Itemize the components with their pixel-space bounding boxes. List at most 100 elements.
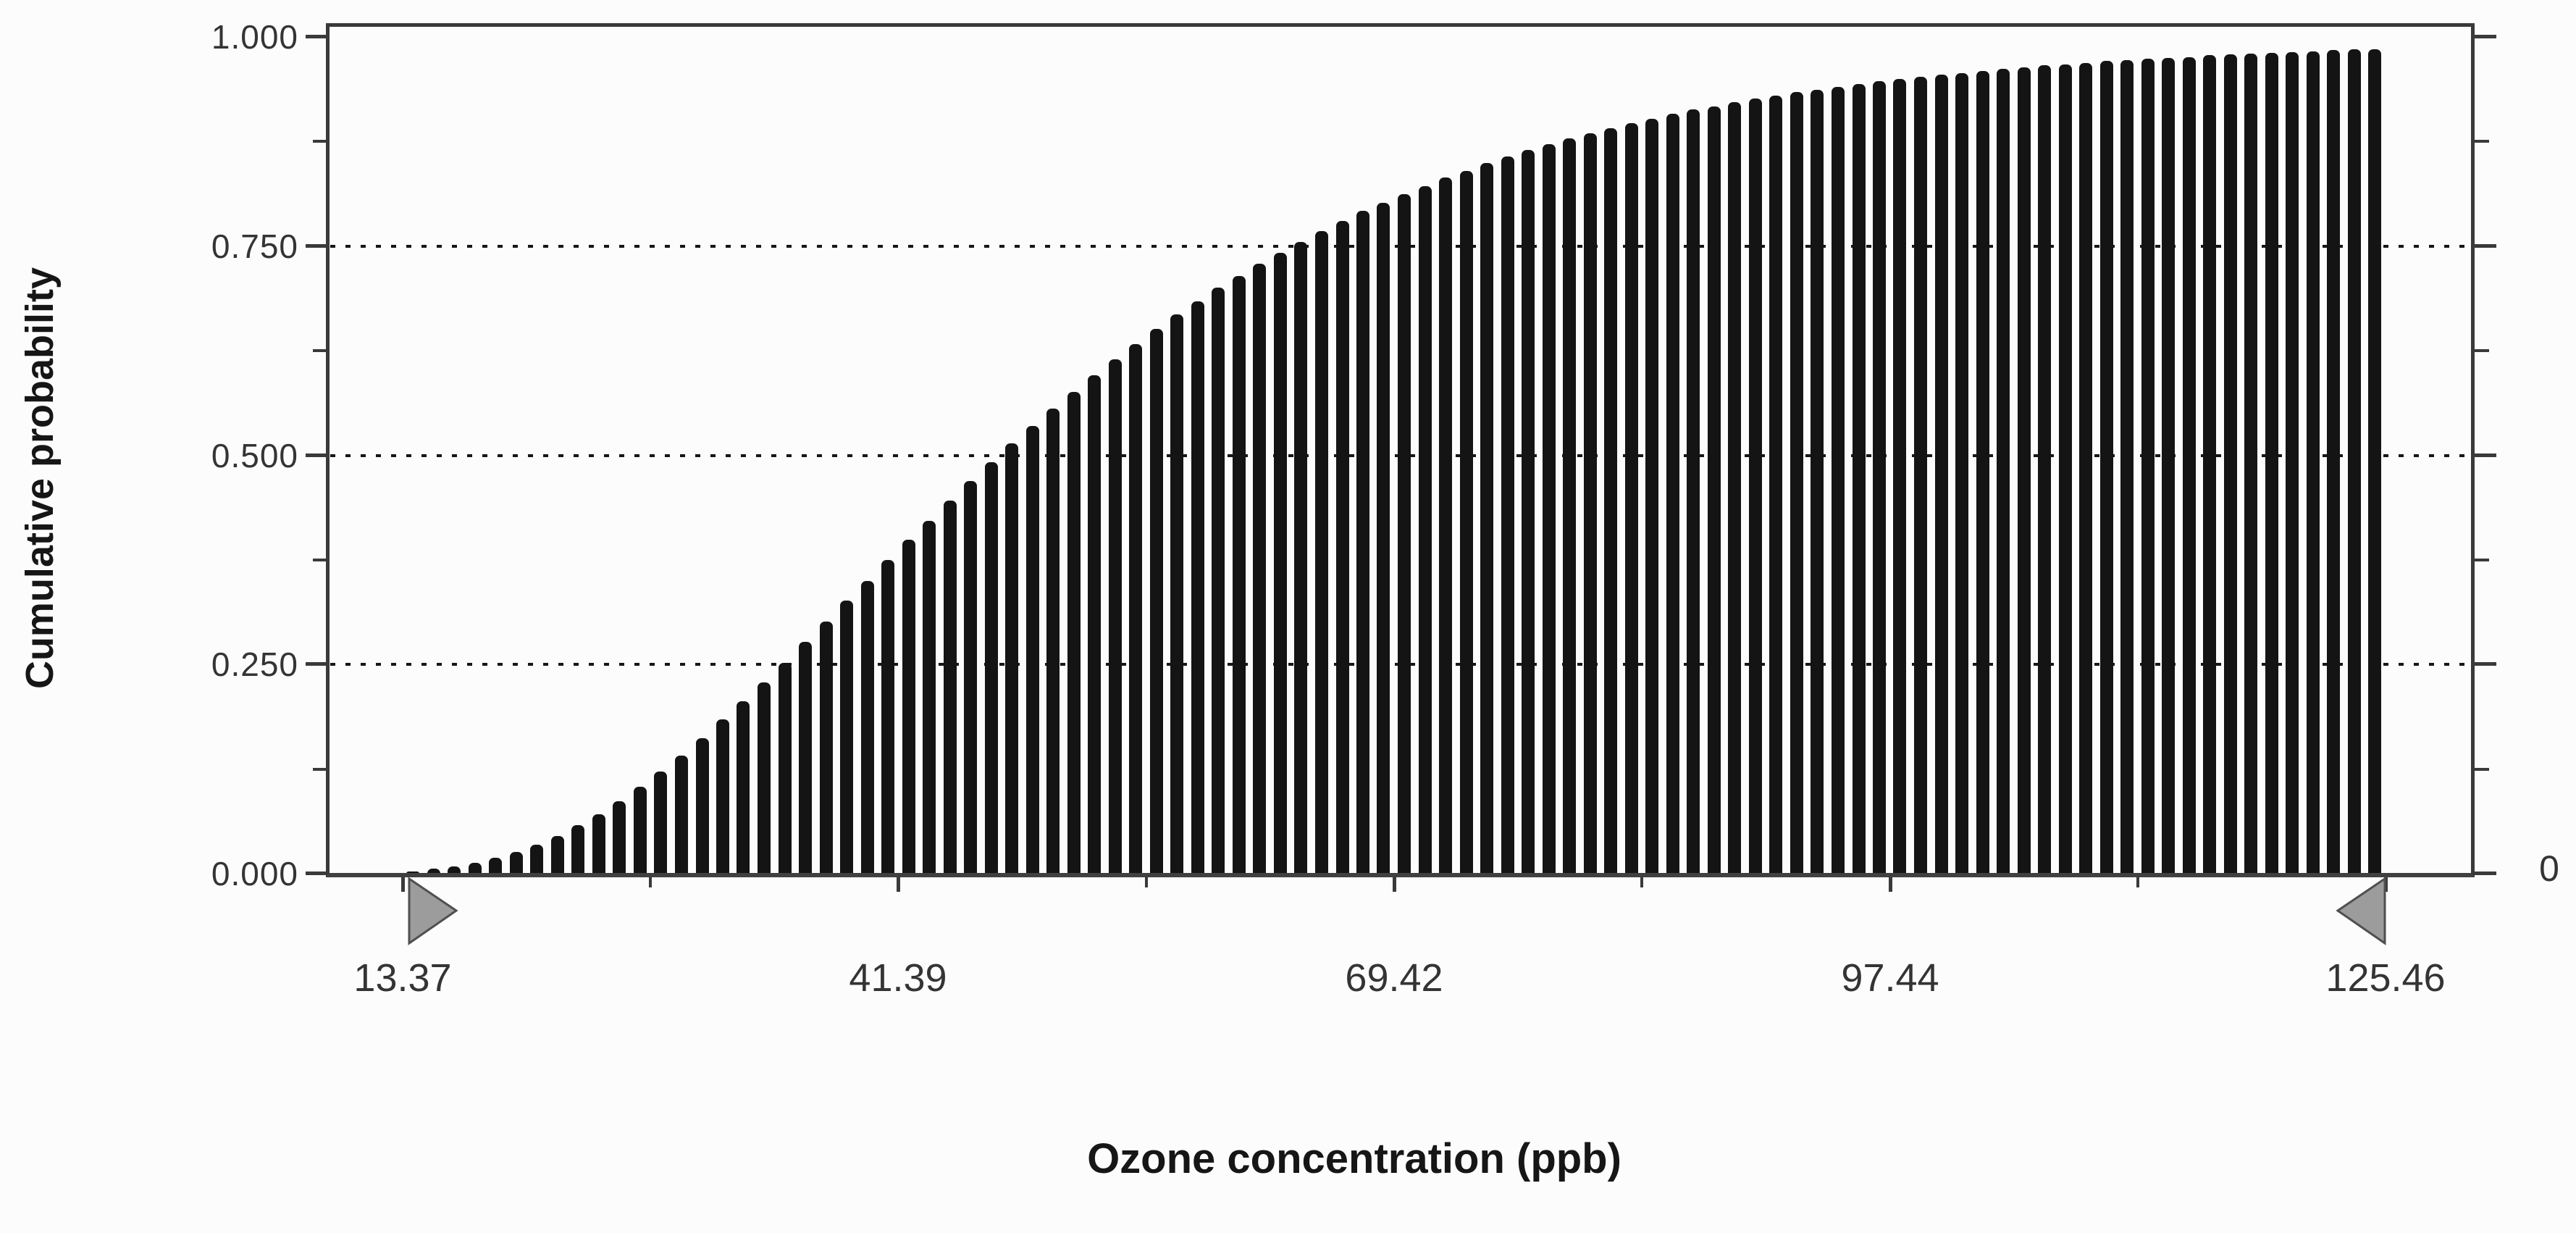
y-major-tick — [306, 35, 326, 38]
y-major-tick — [306, 662, 326, 666]
cumulative-bar — [840, 601, 853, 874]
y-tick-label: 0.000 — [211, 855, 298, 893]
x-major-tick — [1393, 877, 1397, 892]
x-tick-label: 97.44 — [1841, 956, 1939, 1000]
cumulative-bar — [1480, 163, 1493, 874]
x-major-tick — [897, 877, 901, 892]
cumulative-bar — [2079, 63, 2092, 874]
cumulative-bar — [902, 540, 915, 874]
cumulative-bar — [2286, 52, 2299, 874]
y-major-tick — [306, 872, 326, 875]
cumulative-bar — [1046, 409, 1060, 874]
y-minor-tick — [313, 140, 326, 143]
cumulative-bar — [2265, 53, 2278, 874]
cumulative-bar — [2018, 67, 2031, 874]
y-tick-label: 1.000 — [211, 18, 298, 56]
cumulative-bar — [489, 858, 502, 874]
cumulative-bar — [1026, 426, 1039, 874]
y-major-tick-right — [2475, 872, 2496, 875]
cumulative-bar — [1976, 71, 1989, 874]
right-axis-zero-label: 0 — [2539, 848, 2559, 889]
cumulative-bar — [985, 462, 998, 874]
cumulative-bar — [2307, 51, 2320, 874]
cumulative-bar — [1708, 106, 1721, 874]
cumulative-bar — [2120, 60, 2134, 874]
cumulative-bar — [737, 701, 750, 874]
cumulative-bar — [551, 836, 564, 874]
cumulative-bar — [1893, 79, 1906, 874]
cumulative-bar — [654, 772, 667, 874]
cumulative-bar — [1294, 242, 1307, 874]
cumulative-bar — [779, 663, 792, 874]
right-slider-triangle-icon[interactable] — [2336, 877, 2386, 945]
cumulative-bar — [2059, 64, 2072, 874]
cumulative-bar — [2244, 54, 2257, 874]
x-minor-tick — [1144, 877, 1148, 887]
cumulative-bar — [1955, 73, 1968, 874]
cumulative-bar — [1997, 69, 2010, 874]
cumulative-bar — [1645, 119, 1658, 874]
cumulative-bar — [1460, 171, 1473, 874]
cumulative-bar — [571, 825, 584, 874]
cumulative-bar — [1336, 221, 1349, 874]
cumulative-bar — [1935, 75, 1948, 874]
cumulative-bar — [1398, 194, 1411, 874]
cumulative-bar — [1129, 344, 1142, 874]
cumulative-bar — [696, 738, 709, 874]
cumulative-bar — [799, 642, 812, 874]
cumulative-bar — [758, 682, 771, 874]
cumulative-bar — [1914, 77, 1927, 874]
cumulative-bar — [1439, 177, 1452, 874]
cumulative-bar — [2368, 49, 2381, 874]
x-axis-title: Ozone concentration (ppb) — [1087, 1135, 1621, 1182]
y-minor-tick-right — [2475, 558, 2489, 561]
cumulative-bar — [861, 581, 874, 874]
x-tick-label: 41.39 — [849, 956, 947, 1000]
cumulative-bar — [1501, 156, 1514, 874]
cumulative-bar — [427, 869, 440, 874]
y-minor-tick-right — [2475, 349, 2489, 353]
y-minor-tick — [313, 349, 326, 353]
y-minor-tick — [313, 558, 326, 561]
cumulative-bar — [592, 814, 605, 874]
cumulative-bar — [820, 622, 833, 874]
cumulative-bar — [1233, 276, 1246, 874]
cumulative-bar — [2183, 57, 2196, 874]
cumulative-bar — [2348, 49, 2361, 874]
cumulative-bar — [2141, 59, 2155, 874]
y-major-tick — [306, 453, 326, 457]
y-major-tick-right — [2475, 243, 2496, 248]
y-minor-tick-right — [2475, 767, 2489, 771]
cumulative-bar — [716, 719, 729, 874]
cumulative-bar — [964, 481, 977, 874]
cumulative-bar — [1687, 109, 1700, 874]
cumulative-bar — [448, 866, 461, 874]
cumulative-bar — [2327, 50, 2340, 874]
cumulative-bar — [1522, 150, 1535, 874]
cumulative-bar — [1170, 314, 1183, 874]
x-tick-label: 125.46 — [2325, 956, 2446, 1000]
cumulative-bar — [1274, 253, 1287, 874]
x-minor-tick — [2136, 877, 2139, 887]
cumulative-bar — [406, 872, 419, 874]
y-minor-tick-right — [2475, 140, 2489, 143]
cumulative-bar — [1109, 359, 1122, 874]
cumulative-bar — [1315, 231, 1328, 874]
x-tick-label: 69.42 — [1345, 956, 1443, 1000]
cumulative-bar — [1584, 133, 1597, 874]
x-major-tick — [401, 877, 405, 892]
cumulative-bar — [530, 845, 543, 874]
cumulative-bar — [1253, 264, 1266, 874]
y-major-tick-right — [2475, 662, 2496, 666]
cumulative-bar — [1419, 186, 1432, 874]
y-major-tick — [306, 243, 326, 248]
cumulative-bar — [1666, 114, 1679, 874]
cumulative-bar — [944, 501, 957, 874]
cumulative-bar — [510, 852, 523, 874]
left-slider-triangle-icon[interactable] — [408, 877, 458, 945]
cumulative-bar — [1543, 144, 1556, 874]
cumulative-bar — [2100, 61, 2113, 874]
y-tick-label: 0.750 — [211, 227, 298, 265]
